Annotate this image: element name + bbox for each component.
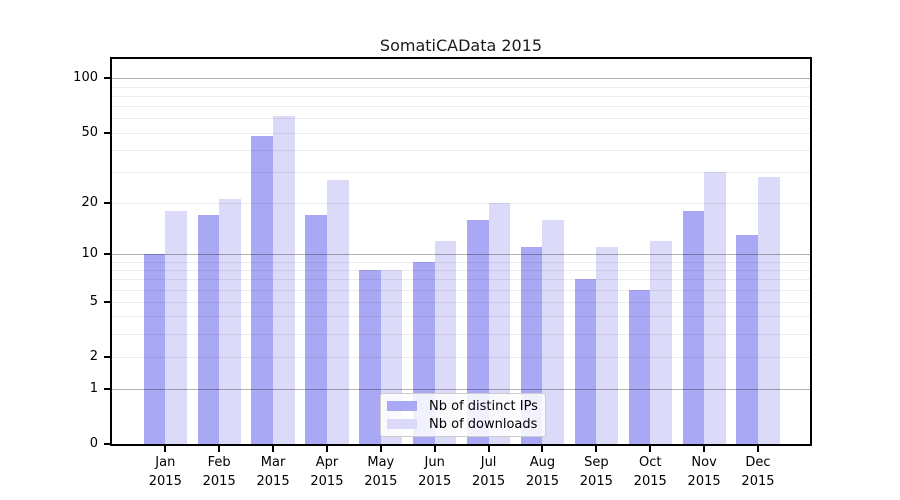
x-tick-label-nov: Nov 2015 — [687, 455, 721, 489]
bar-downloads-oct — [650, 240, 672, 444]
y-tick-label-5: 5 — [89, 294, 98, 310]
bar-ips-apr — [305, 215, 327, 444]
x-tick-mar — [272, 446, 275, 452]
gridline-6 — [112, 289, 810, 291]
x-tick-apr — [325, 446, 328, 452]
y-tick-label-10: 10 — [81, 246, 98, 262]
gridline-9 — [112, 261, 810, 263]
x-tick-label-may: May 2015 — [364, 455, 398, 489]
x-tick-label-jul: Jul 2015 — [472, 455, 506, 489]
legend-label-distinct-ips: Nb of distinct IPs — [429, 398, 538, 414]
x-tick-aug — [541, 446, 544, 452]
legend-item-distinct-ips: Nb of distinct IPs — [387, 399, 539, 414]
x-tick-jan — [164, 446, 167, 452]
x-tick-label-sep: Sep 2015 — [579, 455, 613, 489]
x-tick-feb — [218, 446, 221, 452]
y-tick-10 — [104, 253, 110, 256]
bar-downloads-mar — [273, 115, 295, 444]
y-tick-50 — [104, 131, 110, 134]
x-tick-jun — [433, 446, 436, 452]
x-tick-label-aug: Aug 2015 — [525, 455, 559, 489]
gridline-50 — [112, 132, 810, 134]
gridline-20 — [112, 202, 810, 204]
x-tick-nov — [703, 446, 706, 452]
bar-ips-oct — [628, 289, 651, 444]
x-tick-label-feb: Feb 2015 — [202, 455, 236, 489]
gridline-40 — [112, 149, 810, 151]
bar-downloads-dec — [757, 177, 780, 444]
x-tick-dec — [756, 446, 759, 452]
legend-label-downloads: Nb of downloads — [429, 416, 538, 432]
legend: Nb of distinct IPs Nb of downloads — [380, 393, 546, 437]
gridline-2 — [112, 356, 810, 358]
bars-container — [112, 59, 810, 444]
legend-swatch-distinct-ips-icon — [387, 401, 417, 411]
bar-downloads-apr — [326, 180, 349, 444]
x-tick-label-jun: Jun 2015 — [418, 455, 452, 489]
x-tick-oct — [649, 446, 652, 452]
bar-ips-jan — [143, 254, 166, 444]
bar-downloads-jul — [488, 202, 511, 444]
gridline-60 — [112, 118, 810, 120]
x-tick-label-oct: Oct 2015 — [633, 455, 667, 489]
x-tick-label-jan: Jan 2015 — [148, 455, 182, 489]
gridline-70 — [112, 106, 810, 108]
x-tick-label-dec: Dec 2015 — [741, 455, 775, 489]
bar-downloads-feb — [219, 199, 241, 444]
y-tick-0 — [104, 443, 110, 445]
y-tick-20 — [104, 201, 110, 204]
bar-ips-sep — [574, 279, 597, 444]
bar-ips-may — [359, 269, 381, 444]
bar-ips-nov — [682, 210, 705, 444]
x-tick-sep — [595, 446, 598, 452]
gridline-5 — [112, 302, 810, 304]
bar-ips-mar — [251, 135, 274, 444]
gridline-100 — [112, 78, 810, 80]
bar-ips-dec — [736, 234, 758, 444]
y-tick-2 — [104, 355, 110, 358]
gridline-80 — [112, 95, 810, 97]
gridline-7 — [112, 279, 810, 281]
y-tick-label-2: 2 — [89, 348, 98, 364]
gridline-4 — [112, 316, 810, 318]
gridline-30 — [112, 171, 810, 173]
x-tick-may — [379, 446, 382, 452]
y-tick-label-100: 100 — [73, 70, 98, 86]
y-tick-label-0: 0 — [89, 436, 98, 451]
y-tick-1 — [104, 388, 110, 391]
gridline-10 — [112, 254, 810, 256]
gridline-1 — [112, 389, 810, 391]
legend-item-downloads: Nb of downloads — [387, 417, 539, 432]
bar-ips-jul — [466, 219, 489, 444]
y-tick-label-1: 1 — [89, 381, 98, 397]
y-tick-100 — [104, 77, 110, 80]
bar-downloads-nov — [704, 171, 726, 444]
bar-ips-feb — [197, 215, 220, 444]
x-tick-label-mar: Mar 2015 — [256, 455, 290, 489]
y-tick-label-50: 50 — [81, 124, 98, 140]
bar-downloads-sep — [596, 247, 618, 444]
bar-downloads-jan — [165, 210, 187, 444]
legend-swatch-downloads-icon — [387, 419, 417, 429]
y-tick-label-20: 20 — [81, 194, 98, 210]
x-tick-label-apr: Apr 2015 — [310, 455, 344, 489]
y-tick-5 — [104, 301, 110, 304]
gridlines — [112, 59, 810, 444]
x-tick-jul — [487, 446, 490, 452]
bar-downloads-aug — [542, 219, 565, 444]
gridline-3 — [112, 334, 810, 336]
plot-area: Nb of distinct IPs Nb of downloads — [110, 57, 812, 446]
gridline-90 — [112, 86, 810, 88]
chart-title: SomatiCAData 2015 — [379, 36, 543, 55]
gridline-8 — [112, 269, 810, 271]
